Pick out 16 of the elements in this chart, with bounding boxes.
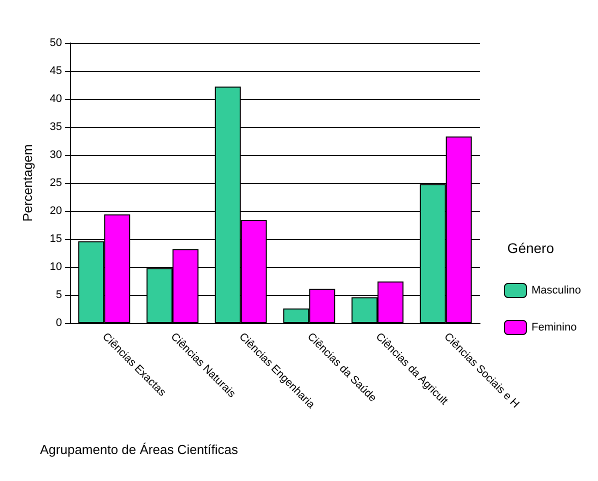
- legend-label: Feminino: [531, 322, 577, 334]
- y-tick-label: 20: [50, 205, 62, 217]
- y-tick-label: 15: [50, 233, 62, 245]
- legend-label: Masculino: [531, 284, 582, 296]
- legend-title: Género: [507, 240, 554, 256]
- y-tick-label: 5: [56, 289, 62, 301]
- y-tick-label: 45: [50, 65, 62, 77]
- y-tick-label: 0: [56, 317, 62, 329]
- y-tick-label: 10: [50, 261, 62, 273]
- y-tick-label: 30: [50, 149, 62, 161]
- x-axis-title: Agrupamento de Áreas Científicas: [40, 442, 238, 457]
- y-axis-title: Percentagem: [20, 144, 35, 222]
- y-tick-label: 25: [50, 177, 62, 189]
- y-tick-label: 40: [50, 93, 62, 105]
- y-tick-label: 50: [50, 37, 62, 49]
- y-tick-label: 35: [50, 121, 62, 133]
